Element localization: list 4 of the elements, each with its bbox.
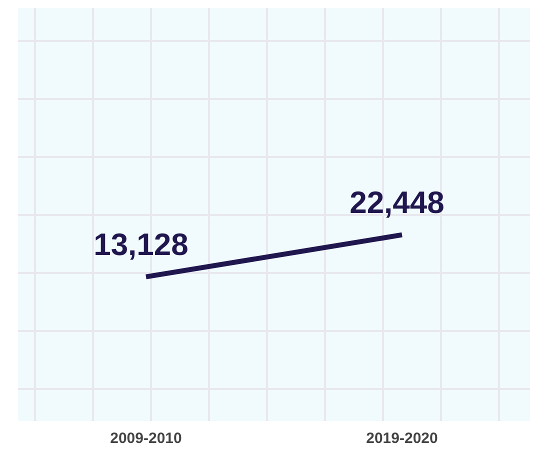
x-tick-label: 2009-2010 xyxy=(110,430,182,447)
data-label: 13,128 xyxy=(94,226,188,262)
data-label: 22,448 xyxy=(350,184,444,220)
x-tick-label: 2019-2020 xyxy=(366,430,438,447)
